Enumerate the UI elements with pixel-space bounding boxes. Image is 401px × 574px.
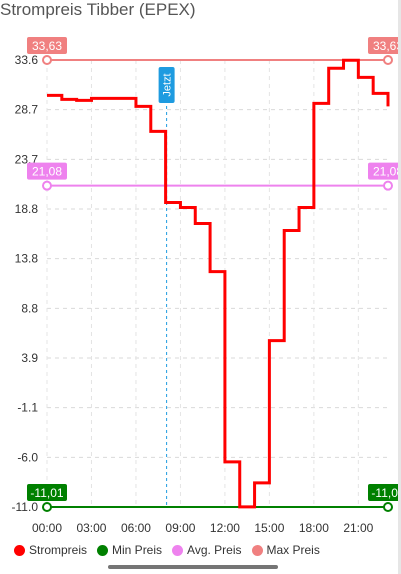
- now-label: Jetzt: [162, 73, 174, 96]
- ref-value-tag: [27, 162, 67, 180]
- ref-value-label: 33,63: [373, 39, 401, 53]
- legend-item-min-preis[interactable]: Min Preis: [97, 543, 162, 557]
- y-tick-label: -11.0: [12, 500, 39, 514]
- series-strompreis: [47, 58, 390, 509]
- y-axis-ticks: 33.628.723.718.813.88.83.9-1.1-6.0-11.0: [12, 53, 39, 514]
- y-tick-label: -6.0: [17, 450, 38, 464]
- now-label-box: [158, 67, 175, 103]
- legend-label: Min Preis: [112, 543, 163, 557]
- ref-value-label: -11,01: [371, 486, 401, 500]
- y-tick-label: 33.6: [15, 53, 39, 67]
- ref-value-label: -11,01: [30, 486, 63, 500]
- x-axis-ticks: 00:00 03:00 06:00 09:00 12:00 15:00 18:00 21:00: [32, 521, 374, 535]
- x-tick-label: 21:00: [343, 521, 373, 535]
- y-tick-label: 28.7: [15, 103, 39, 117]
- ref-endpoint: [383, 502, 393, 512]
- x-tick-label: 15:00: [254, 521, 284, 535]
- legend-label: Avg. Preis: [187, 543, 242, 557]
- ref-value-tag: [368, 484, 401, 501]
- grid-lines: [46, 59, 388, 508]
- x-tick-label: 12:00: [210, 521, 240, 535]
- legend-item-avg-preis[interactable]: Avg. Preis: [172, 543, 242, 557]
- ref-value-tag: [27, 484, 67, 501]
- x-tick-label: 09:00: [165, 521, 195, 535]
- y-tick-label: 18.8: [15, 202, 39, 216]
- legend: Strompreis Min Preis Avg. Preis Max Prei…: [14, 543, 320, 557]
- ref-endpoint: [383, 180, 393, 191]
- ref-endpoint: [383, 55, 393, 65]
- legend-marker: [172, 544, 184, 556]
- ref-value-label: 21,08: [32, 165, 62, 179]
- x-tick-label: 03:00: [76, 521, 106, 535]
- legend-marker: [14, 544, 25, 556]
- y-tick-label: 3.9: [21, 351, 38, 365]
- ref-endpoint: [42, 55, 52, 65]
- ref-value-tag: [368, 162, 401, 180]
- x-tick-label: 00:00: [32, 521, 62, 535]
- legend-marker: [97, 544, 109, 556]
- legend-marker: [251, 544, 263, 556]
- reference-labels: -11,01 -11,01 21,08 21,08 33,63 33,63: [27, 37, 401, 501]
- legend-item-max-preis[interactable]: Max Preis: [251, 543, 320, 557]
- y-tick-label: 13.8: [15, 252, 39, 266]
- legend-label: Max Preis: [266, 543, 320, 557]
- legend-item-strompreis[interactable]: Strompreis: [14, 543, 87, 557]
- series-lines: [47, 58, 390, 509]
- ref-value-tag: [27, 37, 67, 54]
- home-indicator[interactable]: [108, 565, 278, 569]
- reference-lines: [42, 55, 393, 512]
- y-tick-label: 8.8: [21, 301, 38, 315]
- ref-endpoint: [42, 180, 52, 191]
- screen-edge: [398, 0, 401, 574]
- ref-value-label: 21,08: [373, 165, 401, 179]
- y-tick-label: -1.1: [17, 401, 38, 415]
- ref-value-tag: [368, 37, 401, 54]
- ref-endpoint: [42, 502, 52, 512]
- x-tick-label: 06:00: [121, 521, 151, 535]
- chart-title: Strompreis Tibber (EPEX): [0, 0, 196, 19]
- x-tick-label: 18:00: [299, 521, 329, 535]
- ref-value-label: 33,63: [32, 39, 62, 53]
- legend-label: Strompreis: [29, 543, 88, 557]
